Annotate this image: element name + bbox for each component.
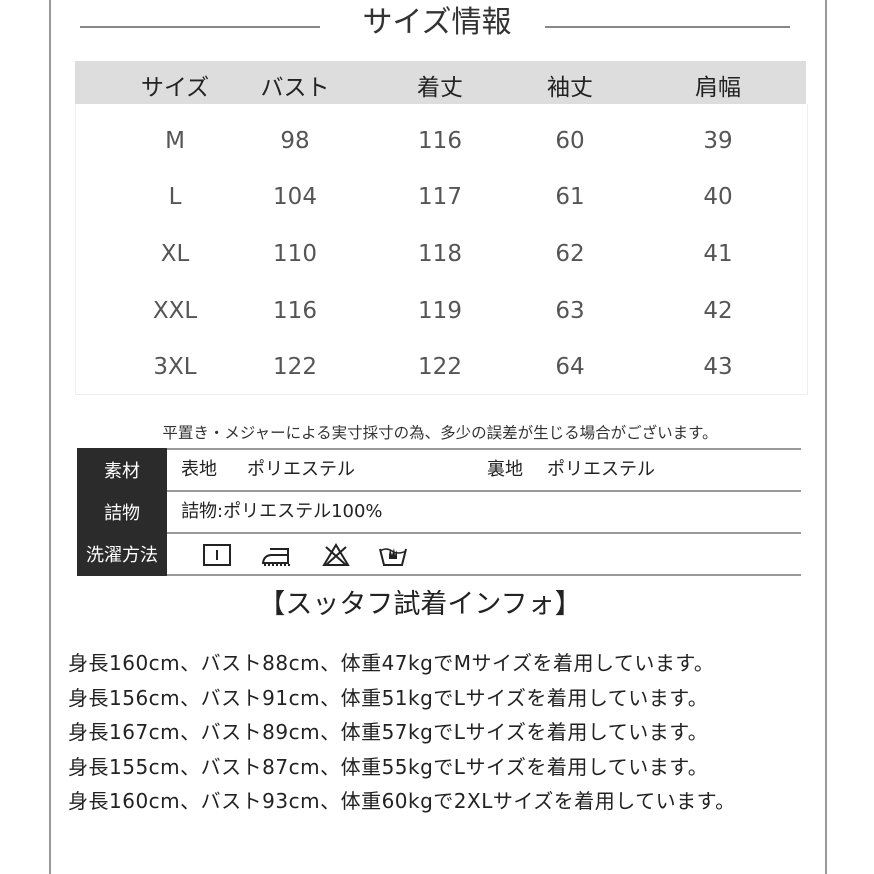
table-cell: 61 (555, 184, 585, 210)
size-table-header (75, 61, 806, 104)
iron-icon (261, 548, 290, 566)
table-cell: M (165, 128, 185, 154)
table-cell: 116 (418, 128, 462, 154)
table-cell: 39 (703, 128, 733, 154)
table-cell: 43 (703, 354, 733, 380)
material-label: 素材 (77, 448, 167, 492)
fill-row: 詰物 詰物:ポリエステル100% (77, 490, 801, 534)
title-divider-right (545, 26, 790, 28)
table-cell: 118 (418, 241, 462, 267)
table-cell: 63 (555, 298, 585, 324)
fill-material: 詰物:ポリエステル100% (181, 501, 383, 522)
lining-material: ポリエステル (547, 459, 655, 480)
left-border (49, 0, 51, 874)
fill-label: 詰物 (77, 490, 167, 534)
table-cell: 40 (703, 184, 733, 210)
material-table: 素材 表地 ポリエステル 裏地 ポリエステル 詰物 詰物:ポリエステル100% … (77, 448, 801, 576)
table-cell: 3XL (153, 354, 197, 380)
column-header: 袖丈 (547, 75, 593, 101)
page-title: サイズ情報 (362, 5, 512, 40)
no-bleach-icon (322, 543, 350, 566)
table-cell: 62 (555, 241, 585, 267)
table-cell: 122 (418, 354, 462, 380)
hand-wash-icon (379, 548, 407, 566)
staff-info-line: 身長160cm、バスト88cm、体重47kgでMサイズを着用しています。 (68, 651, 715, 675)
tumble-dry-icon (203, 544, 231, 566)
table-cell: XL (160, 241, 190, 267)
table-cell: 60 (555, 128, 585, 154)
column-header: 肩幅 (695, 75, 741, 101)
staff-info-line: 身長155cm、バスト87cm、体重55kgでLサイズを着用しています。 (68, 754, 709, 779)
lining-label: 裏地 (487, 459, 523, 480)
table-cell: 117 (418, 184, 462, 210)
table-cell: 119 (418, 298, 462, 324)
table-cell: 41 (703, 241, 733, 267)
size-table-body (75, 104, 808, 395)
table-cell: 116 (273, 298, 317, 324)
staff-info-line: 身長156cm、バスト91cm、体重51kgでLサイズを着用しています。 (68, 685, 709, 710)
column-header: 着丈 (417, 75, 463, 101)
outer-material: ポリエステル (247, 459, 355, 480)
column-header: サイズ (140, 75, 210, 101)
table-cell: 122 (273, 354, 317, 380)
staff-info-line: 身長167cm、バスト89cm、体重57kgでLサイズを着用しています。 (68, 720, 709, 744)
column-header: バスト (260, 75, 330, 101)
table-cell: XXL (152, 298, 198, 324)
table-cell: 98 (280, 128, 310, 154)
table-cell: 110 (273, 241, 317, 267)
outer-label: 表地 (181, 459, 217, 480)
measurement-note: 平置き・メジャーによる実寸採寸の為、多少の誤差が生じる場合がございます。 (162, 424, 718, 442)
table-cell: 104 (273, 184, 317, 210)
staff-info-line: 身長160cm、バスト93cm、体重60kgで2XLサイズを着用しています。 (68, 789, 736, 813)
care-label: 洗濯方法 (77, 532, 167, 576)
staff-fitting-heading: 【スッタフ試着インフォ】 (258, 589, 582, 620)
title-divider-left (80, 26, 320, 28)
table-cell: L (168, 184, 182, 210)
table-cell: 64 (555, 354, 585, 380)
table-cell: 42 (703, 298, 733, 324)
right-border (825, 0, 827, 874)
care-row: 洗濯方法 (77, 532, 801, 576)
material-row: 素材 表地 ポリエステル 裏地 ポリエステル (77, 448, 801, 492)
